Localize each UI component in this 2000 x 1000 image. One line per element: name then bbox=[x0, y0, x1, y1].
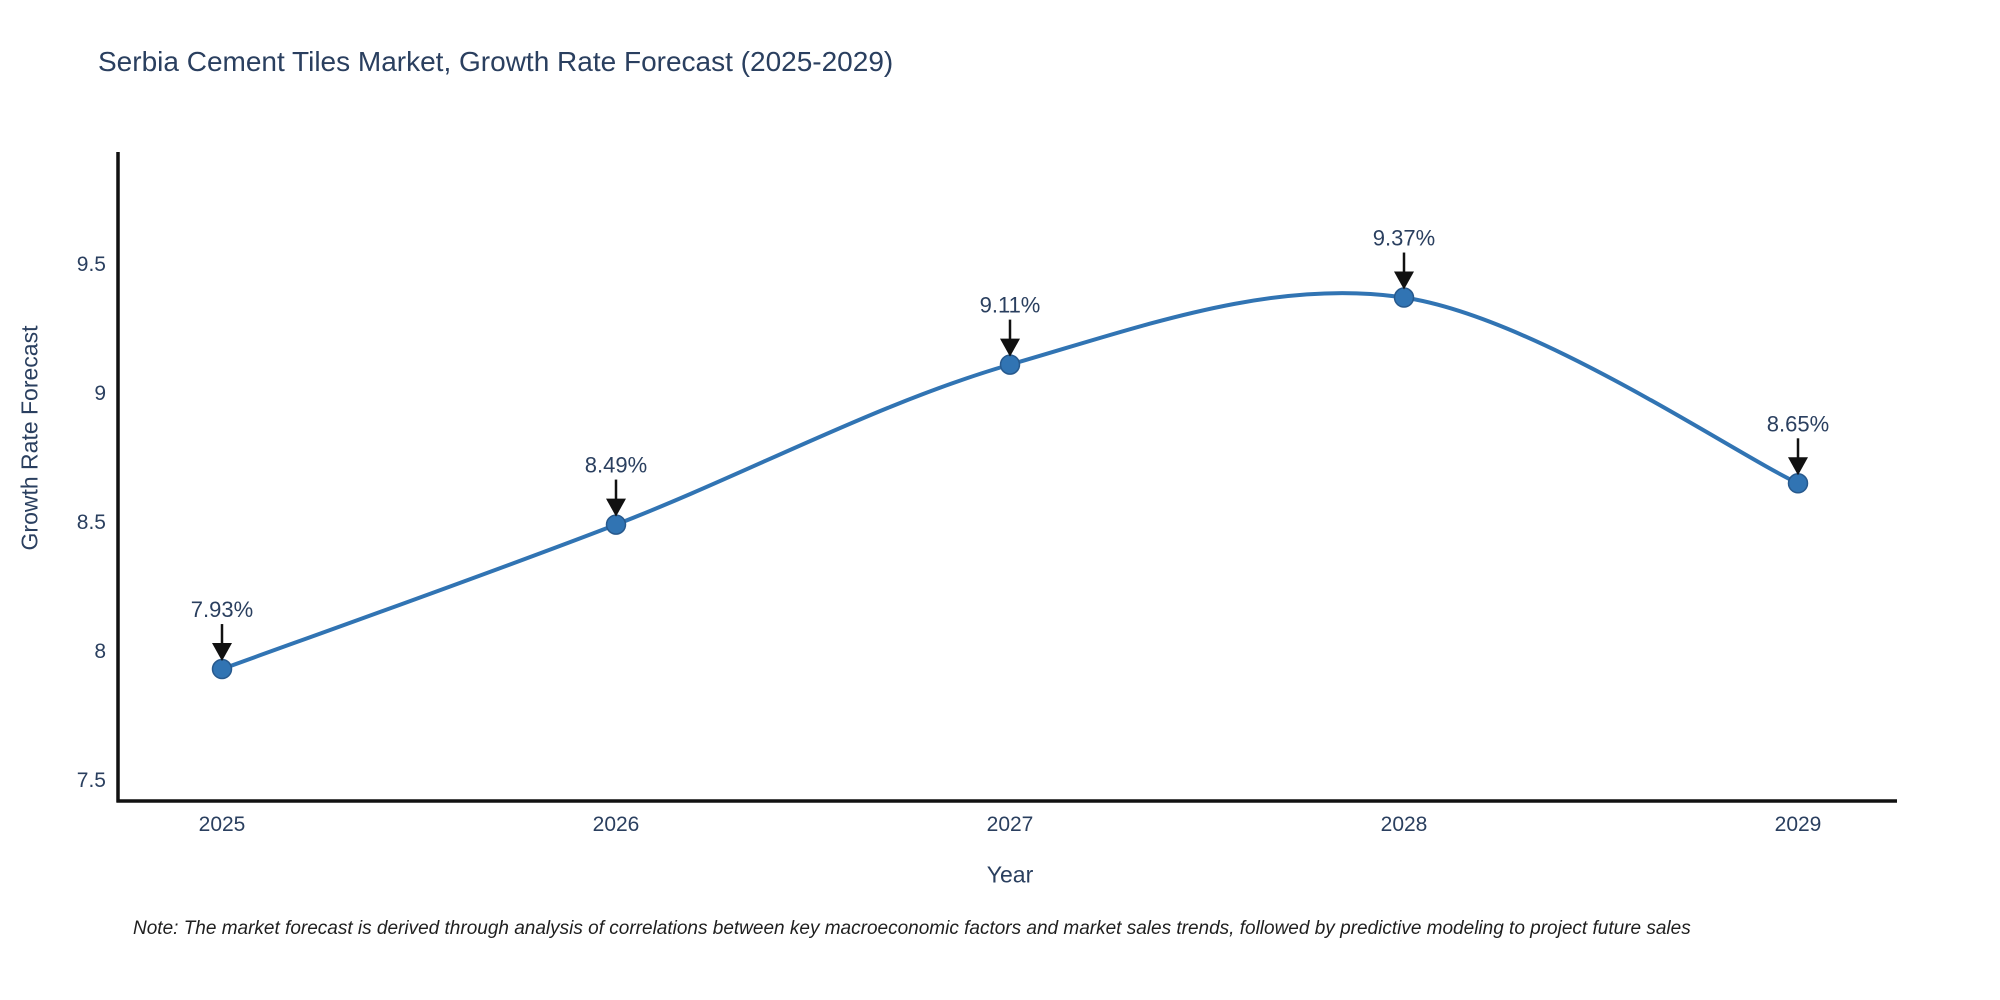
annotation-arrowhead bbox=[212, 643, 232, 662]
x-tick-label: 2028 bbox=[1381, 813, 1428, 836]
data-point-2029[interactable] bbox=[1787, 473, 1809, 494]
annotation-arrowhead bbox=[1000, 338, 1020, 357]
data-point-2026[interactable] bbox=[605, 514, 627, 535]
annotation-arrowhead bbox=[1788, 457, 1808, 476]
x-tick-label: 2025 bbox=[199, 813, 246, 836]
y-axis-title: Growth Rate Forecast bbox=[16, 325, 43, 551]
annotation-arrowhead bbox=[606, 498, 626, 517]
point-value-label: 9.11% bbox=[980, 293, 1041, 318]
point-value-label: 9.37% bbox=[1373, 226, 1435, 251]
x-tick-label: 2029 bbox=[1775, 813, 1822, 836]
x-tick-label: 2026 bbox=[593, 813, 640, 836]
annotation-arrowhead bbox=[1394, 271, 1414, 290]
chart-title: Serbia Cement Tiles Market, Growth Rate … bbox=[98, 46, 894, 77]
point-value-label: 7.93% bbox=[191, 597, 253, 622]
y-tick-label: 7.5 bbox=[77, 769, 106, 792]
footnote: Note: The market forecast is derived thr… bbox=[133, 918, 1691, 939]
data-point-2027[interactable] bbox=[999, 354, 1021, 375]
y-tick-label: 8 bbox=[94, 640, 106, 663]
x-tick-label: 2027 bbox=[987, 813, 1034, 836]
point-value-label: 8.49% bbox=[585, 453, 647, 478]
point-value-label: 8.65% bbox=[1767, 411, 1829, 436]
y-tick-label: 9.5 bbox=[77, 253, 106, 276]
y-tick-label: 9 bbox=[94, 382, 106, 405]
data-point-2025[interactable] bbox=[211, 658, 233, 680]
data-point-2028[interactable] bbox=[1393, 287, 1415, 308]
y-tick-label: 8.5 bbox=[77, 511, 106, 534]
x-axis-title: Year bbox=[986, 861, 1034, 888]
